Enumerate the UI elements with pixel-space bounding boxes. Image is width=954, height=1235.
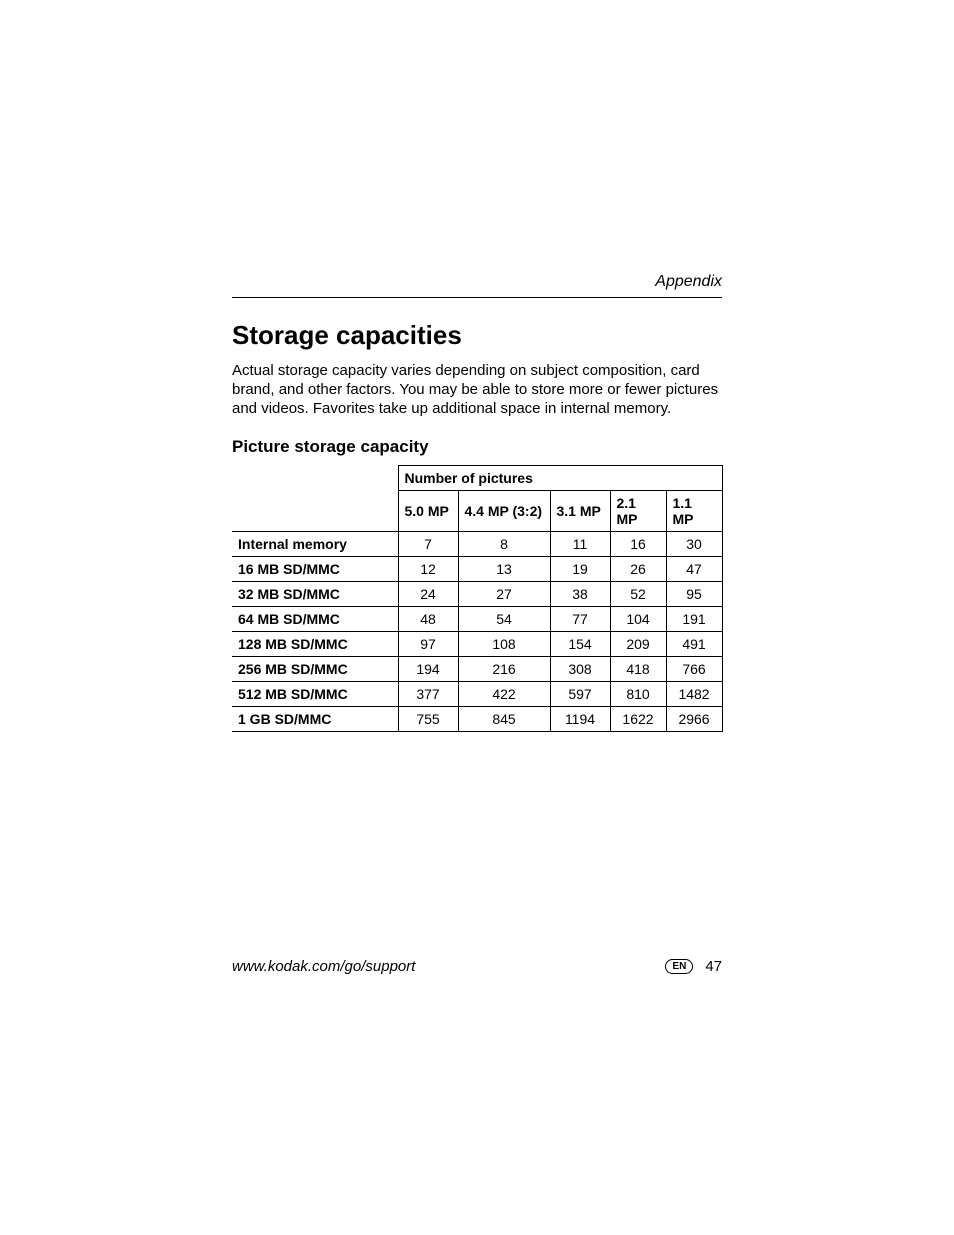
cell: 418 — [610, 656, 666, 681]
col-header: 1.1 MP — [666, 490, 722, 531]
cell: 30 — [666, 531, 722, 556]
cell: 27 — [458, 581, 550, 606]
table-row: 64 MB SD/MMC 48 54 77 104 191 — [232, 606, 722, 631]
table-row: 128 MB SD/MMC 97 108 154 209 491 — [232, 631, 722, 656]
table-row: 32 MB SD/MMC 24 27 38 52 95 — [232, 581, 722, 606]
table-row: 256 MB SD/MMC 194 216 308 418 766 — [232, 656, 722, 681]
cell: 104 — [610, 606, 666, 631]
row-label: Internal memory — [232, 531, 398, 556]
cell: 1194 — [550, 706, 610, 731]
row-label: 64 MB SD/MMC — [232, 606, 398, 631]
cell: 766 — [666, 656, 722, 681]
cell: 47 — [666, 556, 722, 581]
cell: 11 — [550, 531, 610, 556]
cell: 26 — [610, 556, 666, 581]
subsection-title: Picture storage capacity — [232, 437, 722, 457]
running-head: Appendix — [232, 273, 722, 298]
cell: 810 — [610, 681, 666, 706]
cell: 48 — [398, 606, 458, 631]
footer-url: www.kodak.com/go/support — [232, 958, 415, 975]
table-empty-header — [232, 465, 398, 490]
cell: 377 — [398, 681, 458, 706]
page-number: 47 — [705, 958, 722, 975]
cell: 13 — [458, 556, 550, 581]
table-header-row-1: Number of pictures — [232, 465, 722, 490]
cell: 38 — [550, 581, 610, 606]
col-header: 3.1 MP — [550, 490, 610, 531]
row-label: 256 MB SD/MMC — [232, 656, 398, 681]
cell: 191 — [666, 606, 722, 631]
cell: 24 — [398, 581, 458, 606]
cell: 491 — [666, 631, 722, 656]
cell: 7 — [398, 531, 458, 556]
cell: 19 — [550, 556, 610, 581]
cell: 97 — [398, 631, 458, 656]
cell: 1622 — [610, 706, 666, 731]
row-label: 32 MB SD/MMC — [232, 581, 398, 606]
storage-table: Number of pictures 5.0 MP 4.4 MP (3:2) 3… — [232, 465, 723, 732]
cell: 16 — [610, 531, 666, 556]
cell: 154 — [550, 631, 610, 656]
cell: 308 — [550, 656, 610, 681]
table-row: Internal memory 7 8 11 16 30 — [232, 531, 722, 556]
cell: 95 — [666, 581, 722, 606]
cell: 2966 — [666, 706, 722, 731]
row-label: 16 MB SD/MMC — [232, 556, 398, 581]
cell: 194 — [398, 656, 458, 681]
cell: 1482 — [666, 681, 722, 706]
table-header-row-2: 5.0 MP 4.4 MP (3:2) 3.1 MP 2.1 MP 1.1 MP — [232, 490, 722, 531]
row-label: 1 GB SD/MMC — [232, 706, 398, 731]
cell: 755 — [398, 706, 458, 731]
section-title: Storage capacities — [232, 320, 722, 351]
table-group-header: Number of pictures — [398, 465, 722, 490]
cell: 216 — [458, 656, 550, 681]
table-row: 512 MB SD/MMC 377 422 597 810 1482 — [232, 681, 722, 706]
table-row: 16 MB SD/MMC 12 13 19 26 47 — [232, 556, 722, 581]
page-footer: www.kodak.com/go/support EN 47 — [232, 958, 722, 975]
language-badge-icon: EN — [665, 959, 693, 974]
cell: 422 — [458, 681, 550, 706]
cell: 8 — [458, 531, 550, 556]
table-empty-header-2 — [232, 490, 398, 531]
cell: 54 — [458, 606, 550, 631]
row-label: 128 MB SD/MMC — [232, 631, 398, 656]
cell: 12 — [398, 556, 458, 581]
cell: 108 — [458, 631, 550, 656]
cell: 597 — [550, 681, 610, 706]
cell: 52 — [610, 581, 666, 606]
col-header: 4.4 MP (3:2) — [458, 490, 550, 531]
section-body: Actual storage capacity varies depending… — [232, 361, 722, 419]
cell: 209 — [610, 631, 666, 656]
table-row: 1 GB SD/MMC 755 845 1194 1622 2966 — [232, 706, 722, 731]
cell: 77 — [550, 606, 610, 631]
row-label: 512 MB SD/MMC — [232, 681, 398, 706]
col-header: 5.0 MP — [398, 490, 458, 531]
cell: 845 — [458, 706, 550, 731]
col-header: 2.1 MP — [610, 490, 666, 531]
